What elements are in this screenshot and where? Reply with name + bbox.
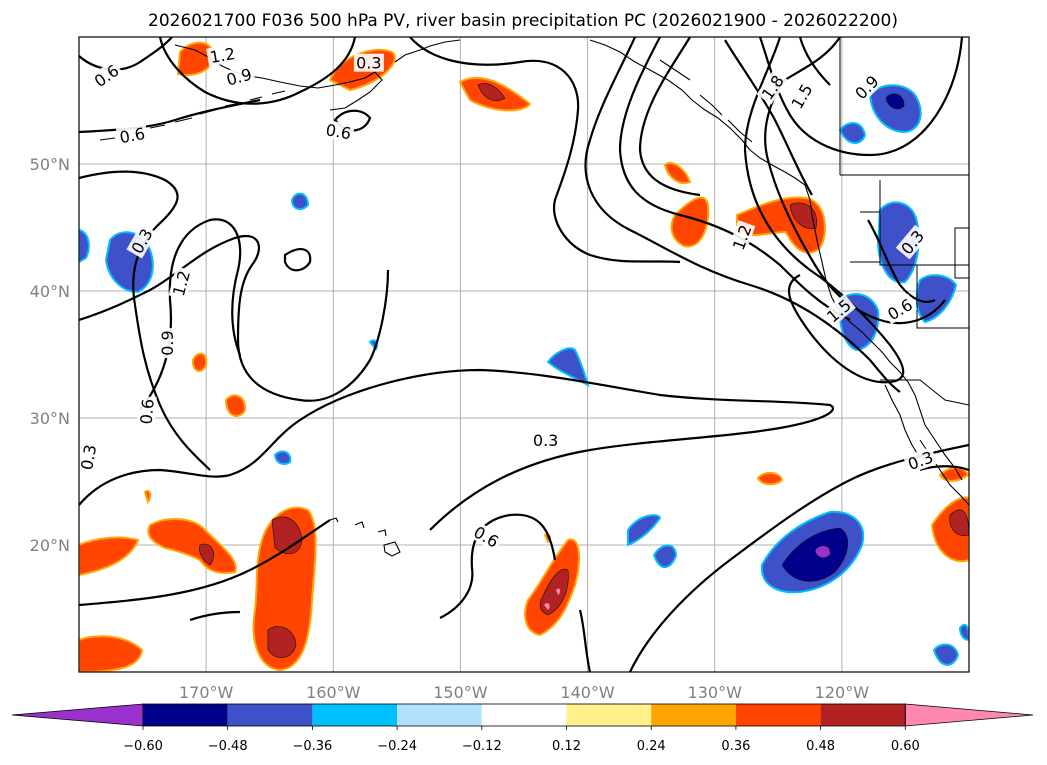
- contour-label: 0.9: [158, 328, 177, 359]
- colorbar-swatch: [566, 704, 652, 726]
- svg-text:0.6: 0.6: [137, 398, 158, 425]
- us-west-coastline: [804, 184, 963, 481]
- colorbar-tick-label: −0.36: [292, 739, 332, 754]
- colorbar-swatch: [481, 704, 567, 726]
- svg-text:0.3: 0.3: [356, 54, 381, 73]
- baja-california: [884, 384, 921, 459]
- colorbar-swatch: [312, 704, 398, 726]
- svg-text:0.9: 0.9: [158, 330, 177, 355]
- svg-text:0.6: 0.6: [324, 120, 352, 143]
- svg-text:0.3: 0.3: [533, 431, 558, 450]
- colorbar-tick-label: −0.48: [208, 739, 248, 754]
- figure-title: 2026021700 F036 500 hPa PV, river basin …: [148, 11, 898, 31]
- colorbar-swatch: [735, 704, 821, 726]
- contour-label: 0.3: [903, 446, 938, 474]
- lat-tick-label: 30°N: [30, 409, 70, 428]
- colorbar-tick-label: −0.12: [462, 739, 502, 754]
- lon-tick-label: 120°W: [815, 683, 870, 702]
- map-frame: [78, 36, 970, 673]
- colorbar-tick-label: 0.48: [806, 739, 835, 754]
- longitude-labels: 170°W 160°W 150°W 140°W 130°W 120°W: [179, 683, 869, 702]
- lon-tick-label: 130°W: [688, 683, 743, 702]
- contour-label: 0.9: [222, 64, 256, 90]
- alaska-coastline-2: [394, 39, 461, 63]
- bc-coastline: [589, 39, 806, 186]
- precip-shading: [79, 41, 969, 672]
- lat-tick-label: 40°N: [30, 282, 70, 301]
- colorbar-swatch: [11, 703, 144, 727]
- lat-tick-label: 20°N: [30, 536, 70, 555]
- lon-tick-label: 160°W: [306, 683, 361, 702]
- map-area: 0.61.20.90.30.6 0.60.31.20.90.60.31.8 1.5 0…: [77, 37, 969, 672]
- lon-tick-label: 170°W: [179, 683, 234, 702]
- lat-tick-label: 50°N: [30, 155, 70, 174]
- hawaii-islands: [329, 517, 401, 557]
- lon-tick-label: 150°W: [433, 683, 488, 702]
- colorbar-tick-label: −0.24: [377, 739, 417, 754]
- colorbar-tick-label: −0.60: [123, 739, 163, 754]
- svg-text:0.6: 0.6: [118, 124, 146, 147]
- contour-label: 0.6: [115, 123, 149, 147]
- alaska-coastline: [174, 44, 383, 111]
- colorbar-swatch: [904, 703, 1034, 727]
- colorbar-swatch: [651, 704, 736, 726]
- bc-islands: [659, 59, 753, 143]
- contour-labels: 0.61.20.90.30.6 0.60.31.20.90.60.31.8 1.5 0…: [77, 43, 938, 552]
- colorbar: −0.60 −0.48 −0.36 −0.24 −0.12 0.12 0.24 0.36 0.4…: [11, 703, 1034, 754]
- colorbar-frame: [142, 703, 906, 727]
- contour-label: 0.3: [353, 53, 384, 73]
- colorbar-swatch: [227, 704, 313, 726]
- colorbar-tick-label: 0.60: [891, 739, 920, 754]
- svg-text:0.3: 0.3: [77, 443, 100, 471]
- latitude-labels: 50°N 40°N 30°N 20°N: [30, 155, 70, 555]
- contour-label: 1.2: [206, 43, 239, 67]
- colorbar-tick-label: 0.12: [552, 739, 581, 754]
- colorbar-tick-label: 0.24: [637, 739, 666, 754]
- precip-positive-shading: [79, 41, 969, 672]
- precip-negative-shading: [79, 84, 969, 666]
- colorbar-swatch: [143, 704, 228, 726]
- svg-text:1.2: 1.2: [208, 44, 236, 67]
- lon-tick-label: 140°W: [560, 683, 615, 702]
- contour-label: 0.6: [136, 395, 158, 428]
- contour-label: 0.3: [530, 430, 561, 450]
- colorbar-tick-label: 0.36: [721, 739, 750, 754]
- colorbar-swatch: [820, 704, 906, 726]
- contour-label: 0.6: [322, 119, 355, 143]
- colorbar-swatch: [397, 704, 482, 726]
- contour-label: 0.3: [77, 440, 100, 474]
